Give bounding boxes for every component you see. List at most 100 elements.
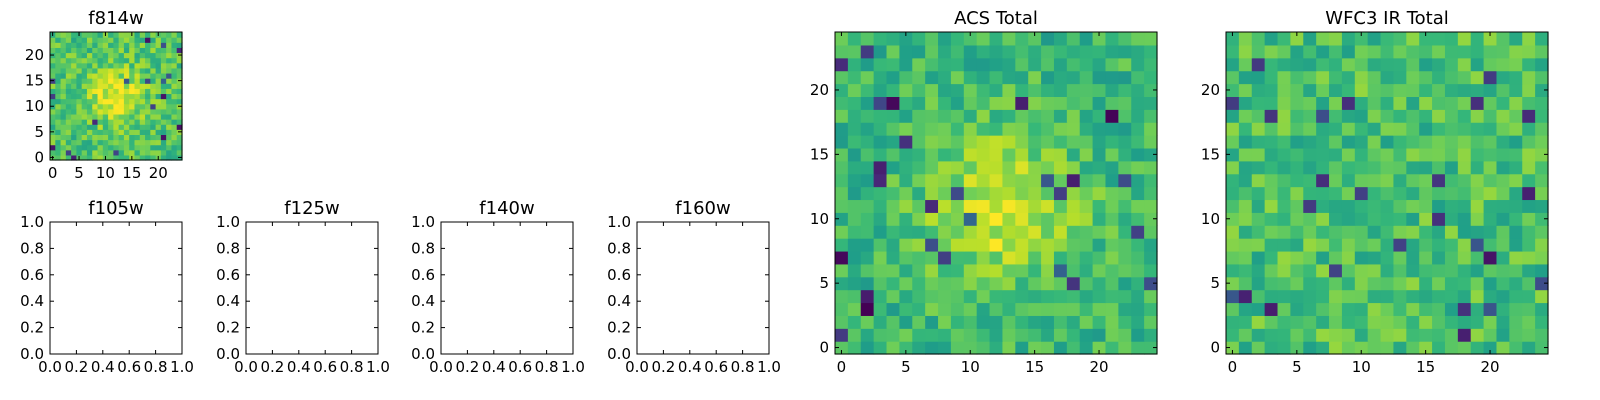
heatmap-cell: [1264, 44, 1279, 59]
heatmap-cell: [1483, 238, 1498, 252]
heatmap-cell: [155, 62, 162, 69]
heatmap-cell: [1470, 44, 1485, 59]
heatmap-cell: [97, 47, 104, 54]
heatmap-cell: [912, 315, 926, 329]
heatmap-cell: [1522, 289, 1536, 304]
heatmap-cell: [118, 37, 125, 43]
heatmap-cell: [1002, 276, 1016, 291]
heatmap-cell: [873, 44, 888, 59]
heatmap-cell: [50, 83, 56, 89]
heatmap-cell: [1496, 199, 1510, 213]
heatmap-cell: [860, 276, 875, 291]
heatmap-cell: [1444, 186, 1459, 201]
heatmap-cell: [989, 250, 1004, 265]
heatmap-cell: [1496, 173, 1510, 188]
heatmap-cell: [55, 57, 62, 64]
heatmap-cell: [963, 341, 978, 355]
heatmap-cell: [160, 37, 167, 43]
heatmap-cell: [102, 144, 109, 151]
heatmap-cell: [1264, 225, 1279, 239]
heatmap-cell: [1105, 83, 1119, 97]
heatmap-cell: [1066, 315, 1081, 329]
heatmap-cell: [1053, 238, 1068, 252]
heatmap-cell: [886, 57, 900, 72]
heatmap-cell: [1509, 173, 1523, 188]
heatmap-cell: [1341, 276, 1356, 291]
heatmap-cell: [860, 57, 875, 72]
heatmap-cell: [86, 47, 93, 54]
heatmap-cell: [1251, 147, 1266, 162]
heatmap-cell: [55, 98, 62, 105]
y-tick-label: 0.2: [216, 319, 240, 337]
heatmap-cell: [925, 186, 939, 201]
heatmap-cell: [176, 124, 183, 130]
heatmap-cell: [950, 212, 965, 226]
heatmap-cell: [1264, 173, 1279, 188]
heatmap-cell: [950, 276, 965, 291]
heatmap-cell: [1496, 32, 1510, 46]
heatmap-cell: [1131, 122, 1145, 136]
heatmap-cell: [1535, 263, 1549, 278]
heatmap-cell: [938, 147, 952, 162]
heatmap-cell: [1028, 341, 1042, 355]
heatmap-cell: [1380, 238, 1395, 252]
heatmap-cell: [1079, 302, 1094, 316]
heatmap-cell: [166, 88, 173, 95]
heatmap-cell: [118, 57, 125, 64]
heatmap-cell: [102, 113, 109, 120]
heatmap-cells: [835, 32, 1158, 355]
heatmap-cell: [150, 67, 157, 74]
heatmap-cell: [92, 129, 99, 135]
heatmap-cell: [176, 88, 183, 95]
heatmap-cell: [150, 37, 157, 43]
heatmap-cell: [1406, 289, 1420, 304]
heatmap-cell: [1105, 173, 1119, 188]
heatmap-cell: [1522, 135, 1536, 149]
heatmap-cell: [150, 103, 157, 110]
heatmap-cell: [963, 212, 978, 226]
heatmap-cell: [1303, 32, 1317, 46]
heatmap-cell: [1002, 289, 1016, 304]
heatmap-cell: [1367, 147, 1382, 162]
heatmap-cell: [1131, 341, 1145, 355]
heatmap-cell: [938, 238, 952, 252]
heatmap-cell: [1226, 315, 1240, 329]
heatmap-cell: [1535, 160, 1549, 175]
heatmap-cell: [166, 67, 173, 74]
heatmap-cell: [1432, 160, 1446, 175]
heatmap-cell: [1105, 328, 1119, 342]
heatmap-cell: [976, 122, 991, 136]
heatmap-cell: [1316, 186, 1330, 201]
heatmap-cell: [134, 57, 141, 64]
heatmap-cell: [1105, 289, 1119, 304]
heatmap-cell: [1053, 328, 1068, 342]
heatmap-cell: [886, 186, 900, 201]
heatmap-cell: [1483, 212, 1498, 226]
heatmap-cell: [1290, 160, 1304, 175]
heatmap-cell: [912, 173, 926, 188]
heatmap-cell: [1419, 263, 1433, 278]
y-tick-label: 20: [25, 46, 44, 64]
heatmap-cell: [1041, 57, 1055, 72]
heatmap-cell: [118, 139, 125, 146]
heatmap-cell: [1457, 109, 1472, 123]
heatmap-cell: [1341, 135, 1356, 149]
heatmap-cell: [1092, 341, 1107, 355]
heatmap-cell: [81, 42, 88, 48]
heatmap-cell: [1535, 173, 1549, 188]
heatmap-cell: [847, 70, 862, 85]
heatmap-cell: [1238, 315, 1253, 329]
heatmap-cell: [92, 32, 99, 38]
heatmap-cell: [1380, 341, 1395, 355]
heatmap-cell: [50, 108, 56, 115]
heatmap-cell: [145, 124, 151, 130]
heatmap-cell: [123, 93, 130, 100]
heatmap-cell: [1290, 96, 1304, 110]
x-tick-label: 1.0: [170, 358, 194, 376]
heatmap-cell: [938, 44, 952, 59]
heatmap-cell: [1041, 199, 1055, 213]
heatmap-cell: [113, 93, 120, 100]
heatmap-cell: [1092, 83, 1107, 97]
heatmap-cell: [1406, 57, 1420, 72]
heatmap-cell: [1329, 186, 1343, 201]
